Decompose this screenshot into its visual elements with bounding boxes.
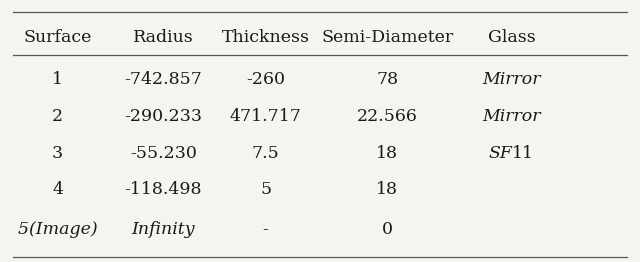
Text: Radius: Radius <box>133 30 193 46</box>
Text: Mirror: Mirror <box>483 72 541 88</box>
Text: SF: SF <box>488 145 512 162</box>
Text: 18: 18 <box>376 145 398 162</box>
Text: 0: 0 <box>381 221 393 238</box>
Text: -55.230: -55.230 <box>130 145 196 162</box>
Text: -260: -260 <box>246 72 285 88</box>
Text: 7.5: 7.5 <box>252 145 280 162</box>
Text: 2: 2 <box>52 108 63 125</box>
Text: Infinity: Infinity <box>131 221 195 238</box>
Text: 4: 4 <box>52 182 63 198</box>
Text: Thickness: Thickness <box>221 30 310 46</box>
Text: -: - <box>262 221 269 238</box>
Text: 5(​Image​): 5(​Image​) <box>18 221 97 238</box>
Text: Mirror: Mirror <box>483 108 541 125</box>
Text: 11: 11 <box>512 145 534 162</box>
Text: 3: 3 <box>52 145 63 162</box>
Text: 1: 1 <box>52 72 63 88</box>
Text: -118.498: -118.498 <box>124 182 202 198</box>
Text: Surface: Surface <box>24 30 92 46</box>
Text: 471.717: 471.717 <box>230 108 301 125</box>
Text: 5: 5 <box>260 182 271 198</box>
Text: 18: 18 <box>376 182 398 198</box>
Text: 78: 78 <box>376 72 398 88</box>
Text: -290.233: -290.233 <box>124 108 202 125</box>
Text: 22.566: 22.566 <box>356 108 418 125</box>
Text: Glass: Glass <box>488 30 536 46</box>
Text: Semi-Diameter: Semi-Diameter <box>321 30 453 46</box>
Text: -742.857: -742.857 <box>124 72 202 88</box>
